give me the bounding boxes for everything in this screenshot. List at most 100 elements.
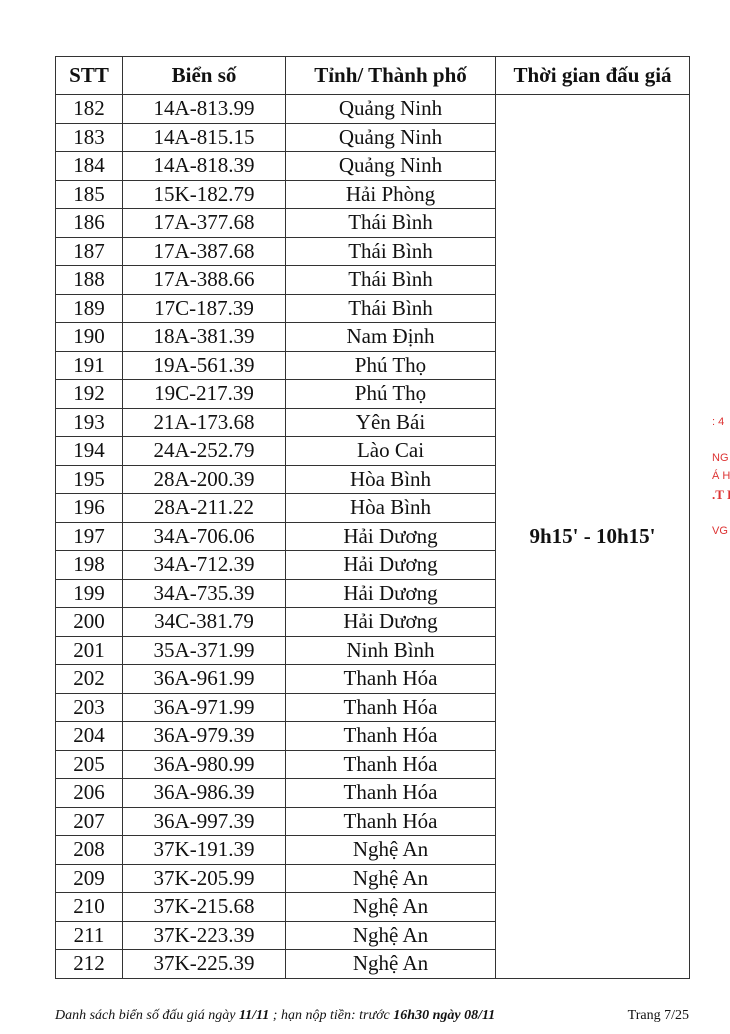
province-cell: Hòa Bình	[285, 464, 496, 494]
plate-cell: 37K-191.39	[122, 835, 286, 865]
province-cell: Thanh Hóa	[285, 806, 496, 836]
table-row: 182 14A-813.99 Quảng Ninh 9h15' - 10h15'	[55, 94, 690, 979]
table-row: 201 35A-371.99 Ninh Bình	[55, 635, 690, 665]
stt-cell: 188	[55, 265, 123, 295]
province-cell: Phú Thọ	[285, 350, 496, 380]
province-cell: Phú Thọ	[285, 379, 496, 409]
header-stt: STT	[55, 56, 123, 95]
province-cell: Nghệ An	[285, 863, 496, 893]
table-row: 193 21A-173.68 Yên Bái	[55, 407, 690, 437]
plate-cell: 28A-200.39	[122, 464, 286, 494]
plate-cell: 14A-818.39	[122, 151, 286, 181]
stt-cell: 196	[55, 493, 123, 523]
plate-cell: 28A-211.22	[122, 493, 286, 523]
stt-cell: 192	[55, 379, 123, 409]
footer-date: 11/11	[238, 1008, 270, 1023]
plate-cell: 17A-388.66	[122, 265, 286, 295]
header-province: Tỉnh/ Thành phố	[285, 56, 496, 95]
province-cell: Thanh Hóa	[285, 664, 496, 694]
table-row: 210 37K-215.68 Nghệ An	[55, 892, 690, 922]
province-cell: Hòa Bình	[285, 493, 496, 523]
stt-cell: 184	[55, 151, 123, 181]
province-cell: Nghệ An	[285, 835, 496, 865]
plate-cell: 37K-205.99	[122, 863, 286, 893]
stt-cell: 204	[55, 721, 123, 751]
province-cell: Hải Phòng	[285, 179, 496, 209]
footer-text: ; hạn nộp tiền: trước	[269, 1008, 394, 1023]
stt-cell: 198	[55, 550, 123, 580]
table-row: 202 36A-961.99 Thanh Hóa	[55, 664, 690, 694]
province-cell: Thanh Hóa	[285, 778, 496, 808]
table-row: 195 28A-200.39 Hòa Bình	[55, 464, 690, 494]
table-row: 197 34A-706.06 Hải Dương	[55, 521, 690, 551]
stt-cell: 190	[55, 322, 123, 352]
plate-cell: 35A-371.99	[122, 635, 286, 665]
stt-cell: 207	[55, 806, 123, 836]
plate-cell: 34A-706.06	[122, 521, 286, 551]
plate-cell: 37K-215.68	[122, 892, 286, 922]
plate-cell: 37K-225.39	[122, 949, 286, 979]
stt-cell: 191	[55, 350, 123, 380]
province-cell: Lào Cai	[285, 436, 496, 466]
province-cell: Nghệ An	[285, 920, 496, 950]
stt-cell: 212	[55, 949, 123, 979]
stt-cell: 197	[55, 521, 123, 551]
stt-cell: 208	[55, 835, 123, 865]
stt-cell: 203	[55, 692, 123, 722]
plate-cell: 14A-815.15	[122, 122, 286, 152]
province-cell: Nghệ An	[285, 892, 496, 922]
plate-cell: 19C-217.39	[122, 379, 286, 409]
province-cell: Thái Bình	[285, 208, 496, 238]
stt-cell: 186	[55, 208, 123, 238]
table-row: 196 28A-211.22 Hòa Bình	[55, 493, 690, 523]
province-cell: Thanh Hóa	[285, 692, 496, 722]
table-row: 188 17A-388.66 Thái Bình	[55, 265, 690, 295]
province-cell: Quảng Ninh	[285, 122, 496, 152]
province-cell: Thái Bình	[285, 236, 496, 266]
stamp-text: VG -	[712, 525, 730, 537]
table-row: 185 15K-182.79 Hải Phòng	[55, 179, 690, 209]
stt-cell: 185	[55, 179, 123, 209]
stamp-text: NG	[712, 452, 729, 464]
plate-cell: 14A-813.99	[122, 94, 286, 124]
province-cell: Ninh Bình	[285, 635, 496, 665]
province-cell: Thanh Hóa	[285, 749, 496, 779]
plate-cell: 34C-381.79	[122, 607, 286, 637]
province-cell: Hải Dương	[285, 607, 496, 637]
stt-cell: 210	[55, 892, 123, 922]
red-stamp-fragment: : 4 NG Á HỌ .T I VG -	[706, 410, 730, 570]
table-row: 190 18A-381.39 Nam Định	[55, 322, 690, 352]
province-cell: Quảng Ninh	[285, 94, 496, 124]
plate-cell: 36A-980.99	[122, 749, 286, 779]
stamp-text: : 4	[712, 416, 725, 428]
plate-cell: 21A-173.68	[122, 407, 286, 437]
province-cell: Thanh Hóa	[285, 721, 496, 751]
table-row: 207 36A-997.39 Thanh Hóa	[55, 806, 690, 836]
stt-cell: 209	[55, 863, 123, 893]
province-cell: Thái Bình	[285, 265, 496, 295]
auction-table: STT Biển số Tỉnh/ Thành phố Thời gian đấ…	[55, 56, 690, 979]
plate-cell: 19A-561.39	[122, 350, 286, 380]
stt-cell: 193	[55, 407, 123, 437]
stt-cell: 189	[55, 293, 123, 323]
plate-cell: 36A-986.39	[122, 778, 286, 808]
province-cell: Nghệ An	[285, 949, 496, 979]
stt-cell: 200	[55, 607, 123, 637]
province-cell: Thái Bình	[285, 293, 496, 323]
stt-cell: 205	[55, 749, 123, 779]
table-row: 205 36A-980.99 Thanh Hóa	[55, 749, 690, 779]
table-row: 191 19A-561.39 Phú Thọ	[55, 350, 690, 380]
table-row: 194 24A-252.79 Lào Cai	[55, 436, 690, 466]
stt-cell: 202	[55, 664, 123, 694]
table-row: 204 36A-979.39 Thanh Hóa	[55, 721, 690, 751]
plate-cell: 34A-735.39	[122, 578, 286, 608]
page-number: Trang 7/25	[627, 1008, 689, 1023]
table-row: 212 37K-225.39 Nghệ An	[55, 949, 690, 979]
stamp-text: Á HỌ	[712, 470, 730, 482]
stamp-text: .T I	[712, 487, 730, 502]
plate-cell: 36A-971.99	[122, 692, 286, 722]
plate-cell: 36A-961.99	[122, 664, 286, 694]
plate-cell: 17A-377.68	[122, 208, 286, 238]
table-row: 198 34A-712.39 Hải Dương	[55, 550, 690, 580]
stt-cell: 206	[55, 778, 123, 808]
